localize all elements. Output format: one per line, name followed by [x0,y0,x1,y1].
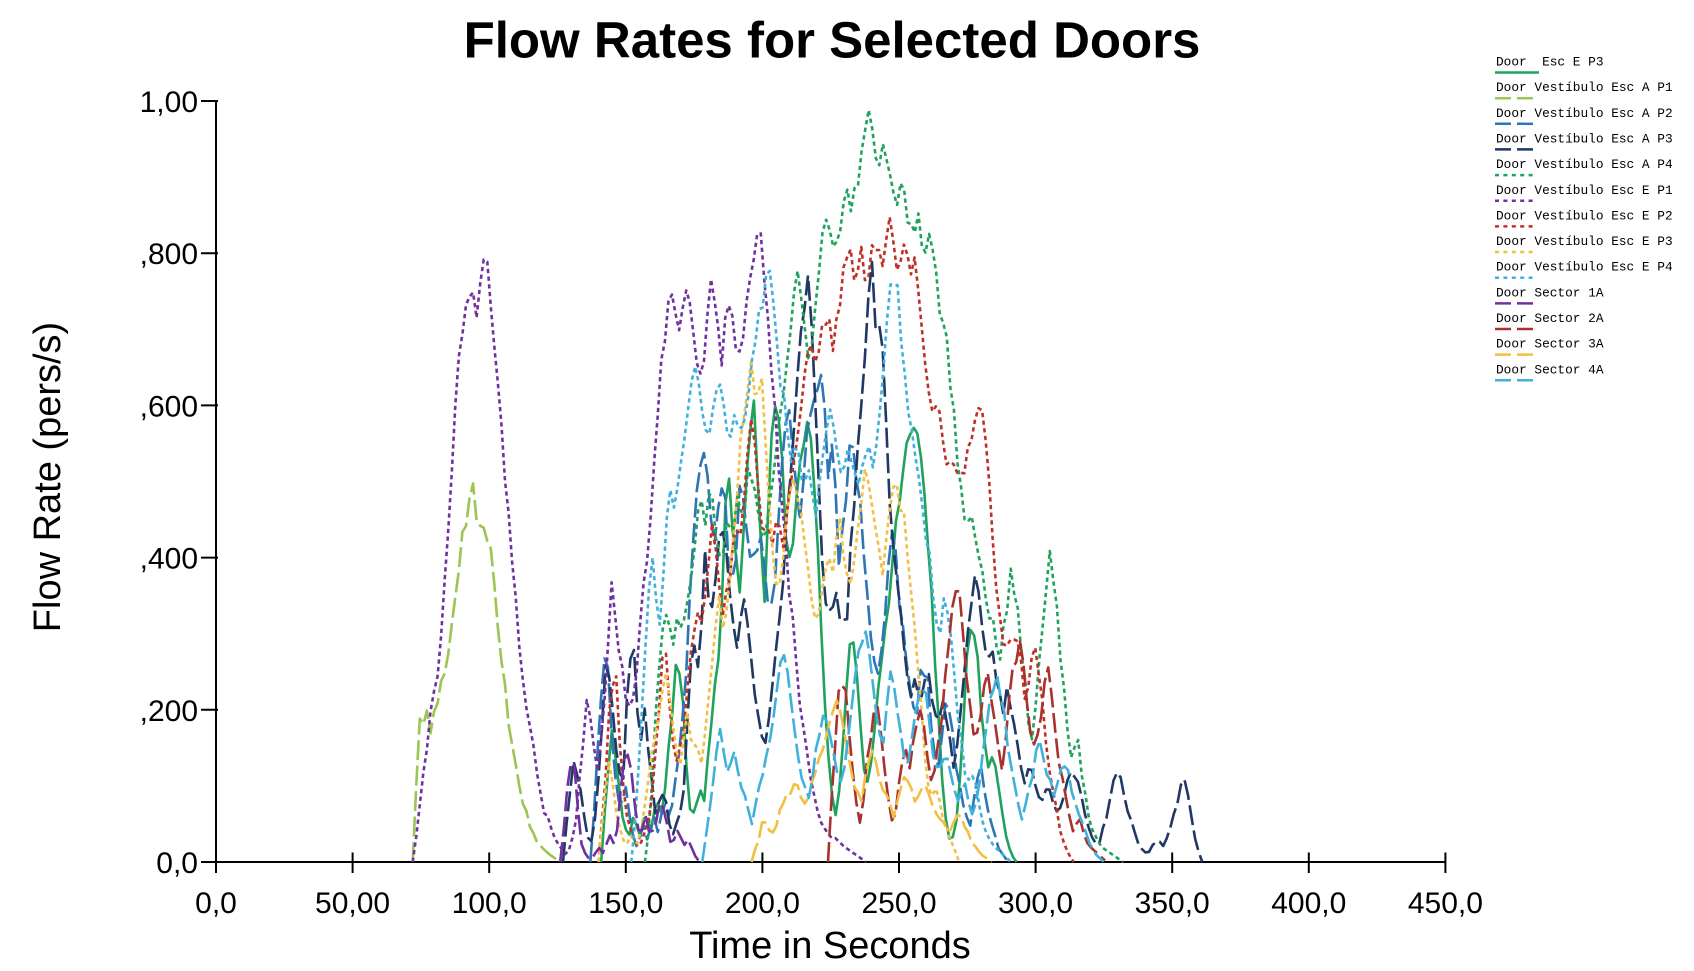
svg-text:0,0: 0,0 [156,847,198,880]
svg-text:Door Vestíbulo Esc E P3: Door Vestíbulo Esc E P3 [1496,234,1673,249]
svg-text:Door Vestíbulo Esc E P1: Door Vestíbulo Esc E P1 [1496,183,1673,198]
svg-text:Door Vestíbulo Esc A P3: Door Vestíbulo Esc A P3 [1496,131,1673,146]
svg-text:,800: ,800 [140,238,198,271]
svg-text:,400: ,400 [140,543,198,576]
svg-text:Flow Rate (pers/s): Flow Rate (pers/s) [27,322,69,632]
svg-text:250,0: 250,0 [861,887,936,920]
svg-text:100,0: 100,0 [452,887,527,920]
svg-text:400,0: 400,0 [1271,887,1346,920]
svg-text:Door Vestíbulo Esc A P2: Door Vestíbulo Esc A P2 [1496,106,1673,121]
svg-text:Door Sector 4A: Door Sector 4A [1496,362,1604,377]
svg-text:Door Vestíbulo Esc A P4: Door Vestíbulo Esc A P4 [1496,157,1673,172]
svg-text:350,0: 350,0 [1135,887,1210,920]
svg-text:Door Vestíbulo Esc E P2: Door Vestíbulo Esc E P2 [1496,208,1673,223]
svg-text:50,00: 50,00 [315,887,390,920]
svg-text:Door Sector 1A: Door Sector 1A [1496,285,1604,300]
svg-text:Door Vestíbulo Esc A P1: Door Vestíbulo Esc A P1 [1496,80,1673,95]
svg-text:Door Esc E P3: Door Esc E P3 [1496,55,1604,70]
svg-text:200,0: 200,0 [725,887,800,920]
svg-text:,200: ,200 [140,695,198,728]
svg-text:Time in Seconds: Time in Seconds [689,925,971,967]
svg-text:Flow Rates for Selected Doors: Flow Rates for Selected Doors [464,12,1201,69]
svg-text:450,0: 450,0 [1408,887,1483,920]
svg-text:0,0: 0,0 [195,887,237,920]
svg-text:Door Vestíbulo Esc E P4: Door Vestíbulo Esc E P4 [1496,260,1673,275]
svg-text:,600: ,600 [140,390,198,423]
svg-text:Door Sector 3A: Door Sector 3A [1496,337,1604,352]
svg-text:Door Sector 2A: Door Sector 2A [1496,311,1604,326]
svg-text:300,0: 300,0 [998,887,1073,920]
svg-text:150,0: 150,0 [588,887,663,920]
svg-text:1,00: 1,00 [140,86,198,119]
